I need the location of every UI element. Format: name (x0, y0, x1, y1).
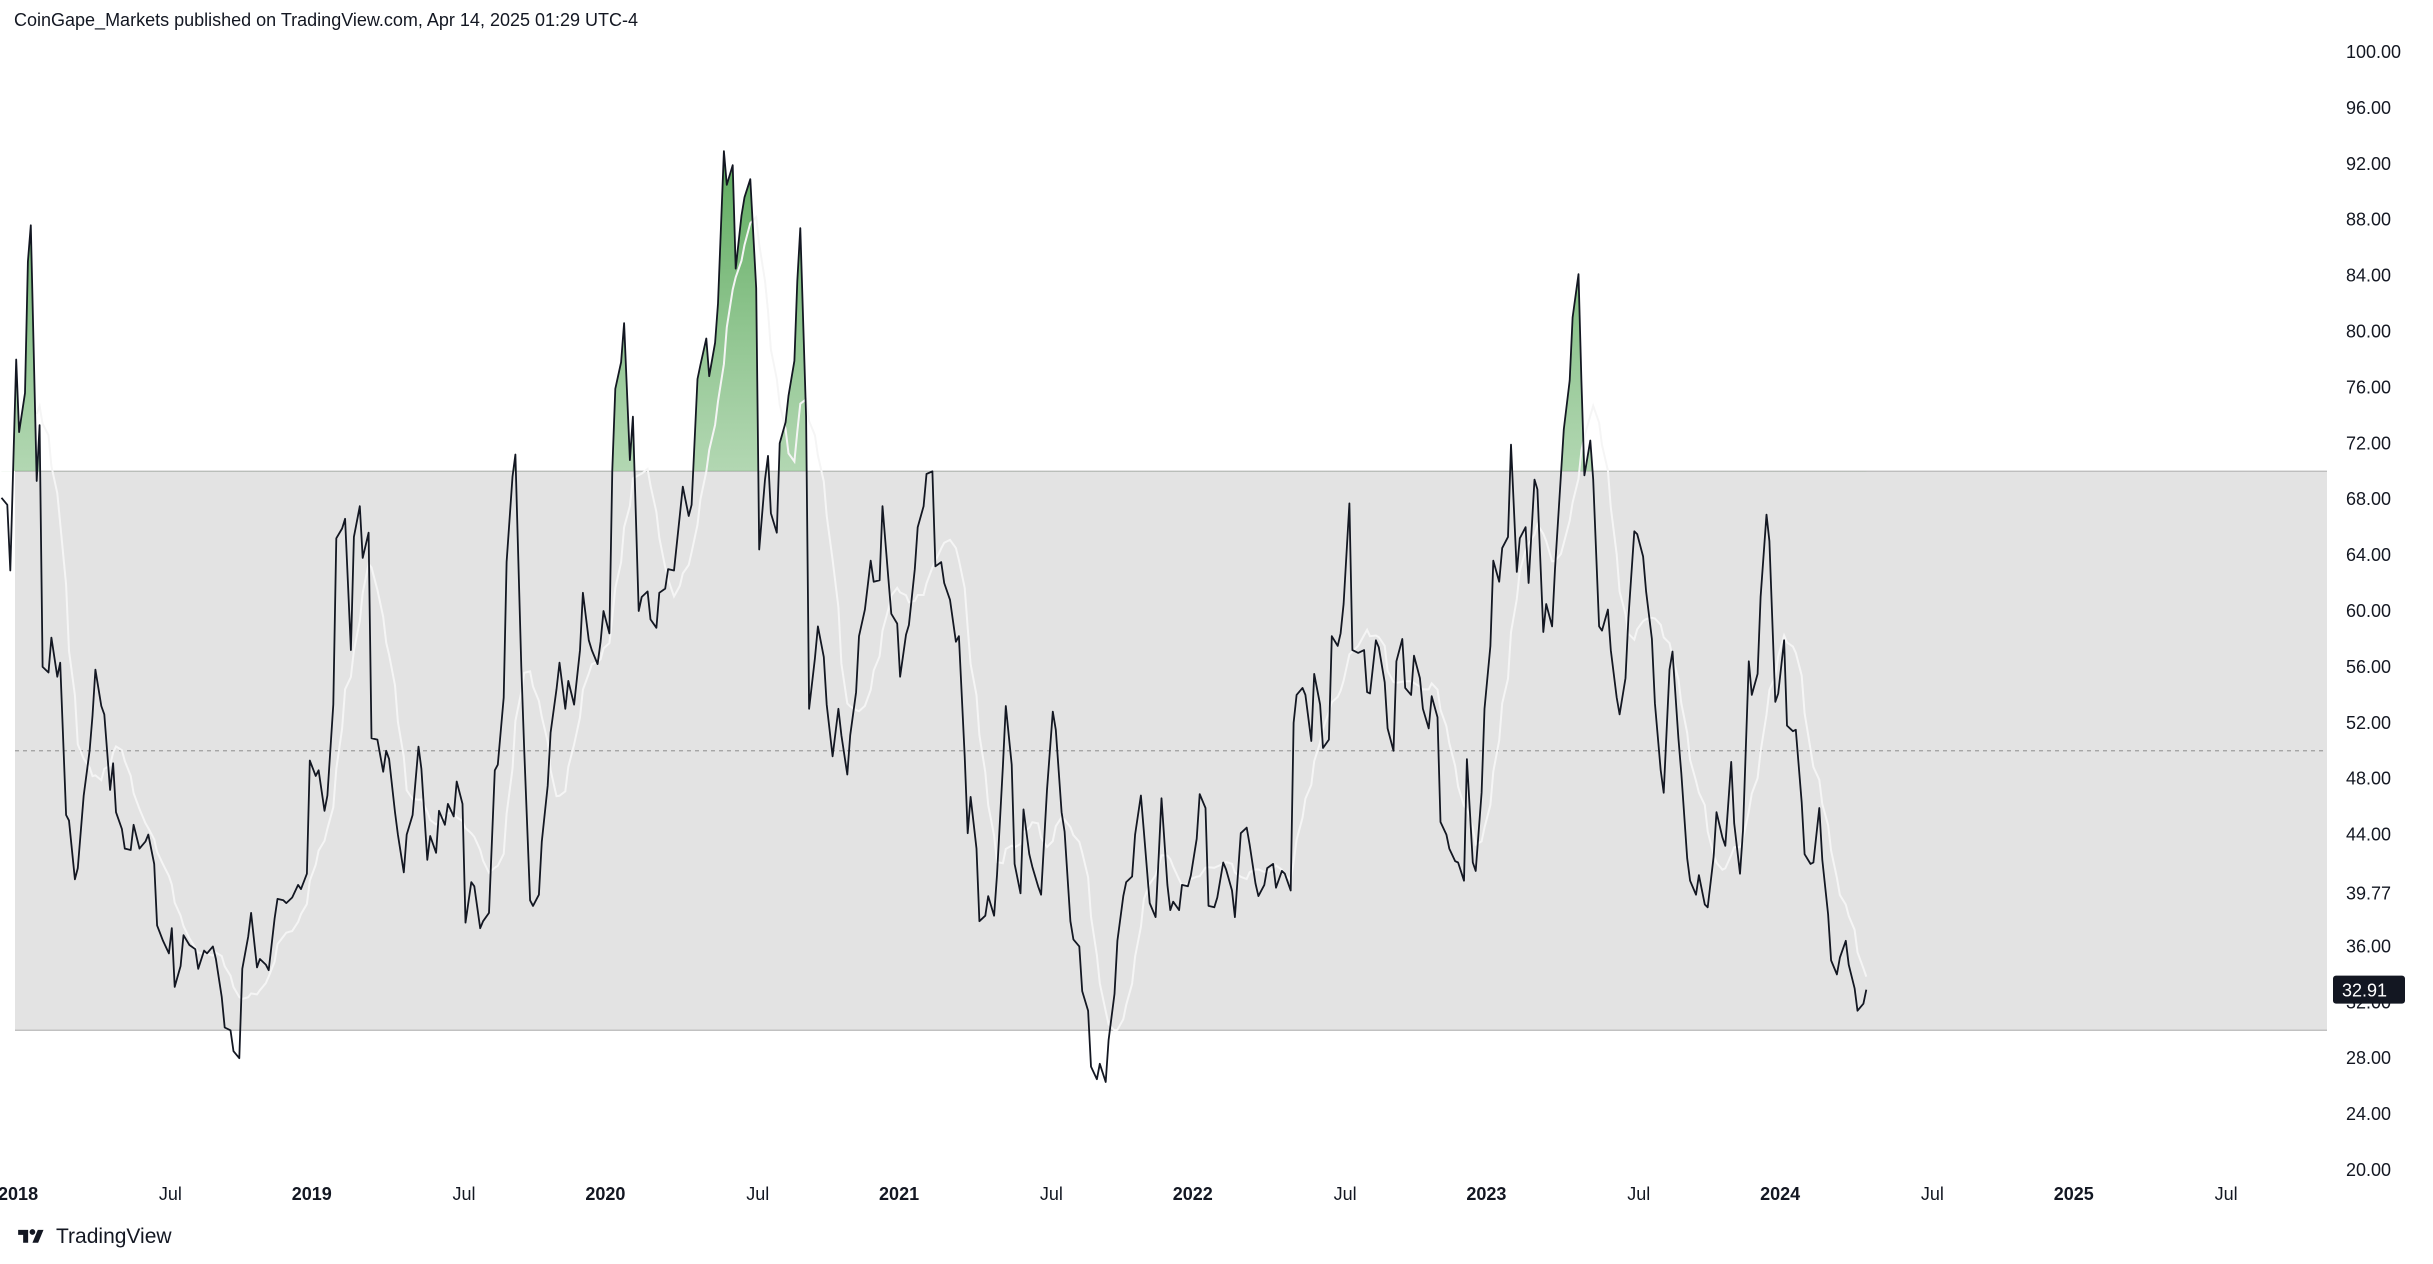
publisher-attribution: CoinGape_Markets published on TradingVie… (14, 10, 639, 30)
y-tick-label: 20.00 (2346, 1160, 2391, 1180)
x-tick-label: Jul (746, 1184, 769, 1204)
y-tick-label: 44.00 (2346, 825, 2391, 845)
x-tick-label: Jul (1040, 1184, 1063, 1204)
x-tick-label: Jul (1627, 1184, 1650, 1204)
x-tick-label: Jul (2215, 1184, 2238, 1204)
last-value-badge-group: 32.91 (2333, 975, 2405, 1004)
y-tick-label: 28.00 (2346, 1048, 2391, 1068)
tradingview-logo[interactable]: TradingView (14, 1225, 172, 1249)
x-tick-label: 2022 (1173, 1184, 1213, 1204)
main-line-group (0, 150, 1868, 1083)
tradingview-logo-icon (18, 1229, 44, 1243)
y-axis: 100.00 96.00 92.00 88.00 84.00 80.00 76.00 72.0… (2346, 42, 2401, 1180)
y-tick-label: 88.00 (2346, 210, 2391, 230)
y-tick-label: 48.00 (2346, 769, 2391, 789)
x-tick-label: Jul (453, 1184, 476, 1204)
last-value-badge (2333, 975, 2405, 1004)
y-tick-label: 100.00 (2346, 42, 2401, 62)
y-tick-label: 39.77 (2346, 884, 2391, 904)
y-tick-label: 92.00 (2346, 154, 2391, 174)
tradingview-brand-text: TradingView (56, 1225, 172, 1248)
y-tick-label: 36.00 (2346, 936, 2391, 956)
x-tick-label: Jul (1334, 1184, 1357, 1204)
y-tick-label: 24.00 (2346, 1104, 2391, 1124)
x-tick-label: 2025 (2054, 1184, 2094, 1204)
x-tick-label: Jul (159, 1184, 182, 1204)
signal-line (35, 214, 1868, 1032)
x-tick-label: Jul (1921, 1184, 1944, 1204)
y-tick-label: 64.00 (2346, 545, 2391, 565)
x-tick-label: 2020 (585, 1184, 625, 1204)
y-tick-label: 56.00 (2346, 657, 2391, 677)
band-group (15, 470, 2327, 1031)
y-tick-label: 60.00 (2346, 601, 2391, 621)
x-tick-label: 2024 (1760, 1184, 1800, 1204)
x-axis: 2018 Jul 2019 Jul 2020 Jul 2021 Jul 2022 Jul 2023 J… (0, 1184, 2238, 1204)
y-tick-label: 52.00 (2346, 713, 2391, 733)
last-value-label: 32.91 (2342, 981, 2387, 1001)
x-tick-label: 2023 (1466, 1184, 1506, 1204)
y-tick-label: 80.00 (2346, 322, 2391, 342)
signal-line-group (35, 214, 1868, 1032)
x-tick-label: 2018 (0, 1184, 38, 1204)
y-tick-label: 76.00 (2346, 377, 2391, 397)
y-tick-label: 84.00 (2346, 266, 2391, 286)
y-tick-label: 72.00 (2346, 433, 2391, 453)
rsi-line (0, 150, 1868, 1083)
y-tick-label: 68.00 (2346, 489, 2391, 509)
x-tick-label: 2021 (879, 1184, 919, 1204)
y-tick-label: 96.00 (2346, 98, 2391, 118)
x-tick-label: 2019 (292, 1184, 332, 1204)
